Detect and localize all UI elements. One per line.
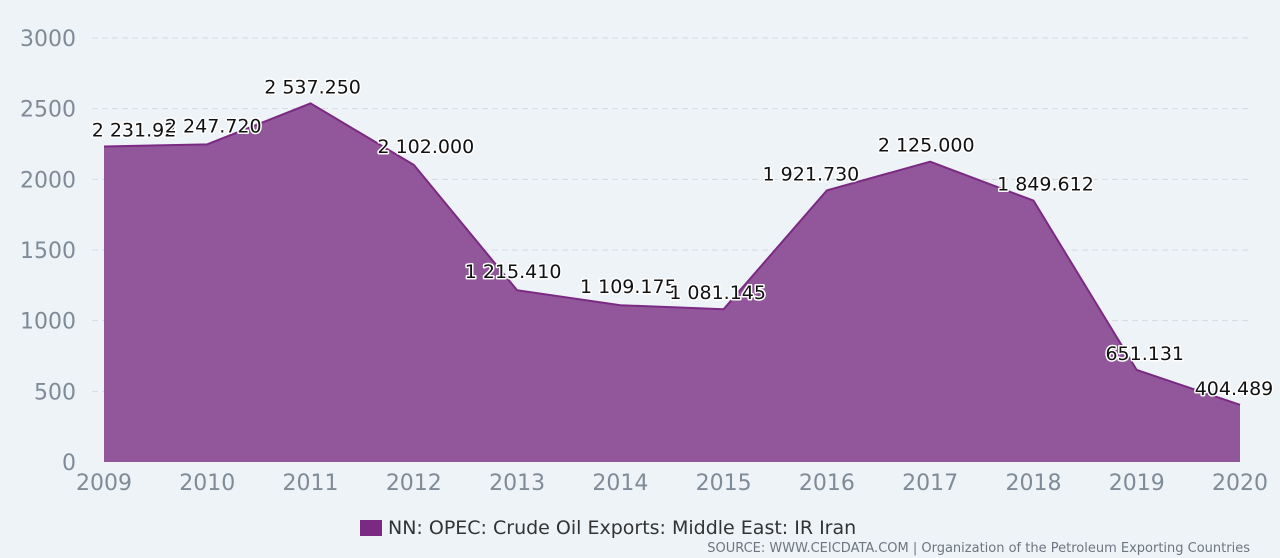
data-label-2017: 2 125.000 — [878, 135, 975, 157]
data-label-2020: 404.489 — [1195, 378, 1274, 400]
x-tick-label: 2014 — [592, 471, 648, 496]
x-tick-label: 2010 — [179, 471, 235, 496]
data-label-2011: 2 537.250 — [264, 76, 361, 98]
y-tick-label: 1500 — [20, 239, 76, 264]
y-tick-label: 500 — [34, 380, 76, 405]
x-tick-label: 2019 — [1109, 471, 1165, 496]
x-tick-label: 2012 — [386, 471, 442, 496]
data-label-2014: 1 109.175 — [580, 276, 677, 298]
legend-swatch — [360, 520, 382, 536]
x-tick-label: 2017 — [902, 471, 958, 496]
x-tick-label: 2011 — [283, 471, 339, 496]
data-label-2012: 2 102.000 — [377, 136, 474, 158]
y-tick-label: 3000 — [20, 27, 76, 52]
y-tick-label: 1000 — [20, 310, 76, 335]
series-line — [103, 102, 1241, 406]
source-note: SOURCE: WWW.CEICDATA.COM | Organization … — [707, 541, 1250, 556]
x-tick-label: 2015 — [696, 471, 752, 496]
x-tick-label: 2020 — [1212, 471, 1268, 496]
legend-label: NN: OPEC: Crude Oil Exports: Middle East… — [388, 517, 857, 539]
data-label-2018: 1 849.612 — [997, 174, 1094, 196]
area-chart: 0 500 1000 1500 2000 2500 3000 2009 2010 2011 201… — [20, 27, 1275, 496]
y-tick-label: 0 — [62, 451, 76, 476]
legend[interactable]: NN: OPEC: Crude Oil Exports: Middle East… — [360, 516, 856, 540]
area-fill — [104, 103, 1240, 462]
data-label-2016: 1 921.730 — [763, 163, 860, 185]
x-tick-label: 2013 — [489, 471, 545, 496]
data-label-2009: 2 231.92 — [92, 120, 177, 142]
data-label-2013: 1 215.410 — [465, 261, 562, 283]
y-tick-label: 2500 — [20, 98, 76, 123]
data-label-2019: 651.131 — [1105, 343, 1184, 365]
y-tick-label: 2000 — [20, 168, 76, 193]
data-label-2015: 1 081.145 — [669, 282, 766, 304]
x-axis: 2009 2010 2011 2012 2013 2014 2015 2016 2017 2018… — [76, 471, 1268, 496]
y-axis: 0 500 1000 1500 2000 2500 3000 — [20, 27, 76, 476]
area-series — [103, 102, 1241, 462]
data-label-2010: 2 247.720 — [165, 115, 262, 137]
x-tick-label: 2016 — [799, 471, 855, 496]
x-tick-label: 2009 — [76, 471, 132, 496]
x-tick-label: 2018 — [1005, 471, 1061, 496]
